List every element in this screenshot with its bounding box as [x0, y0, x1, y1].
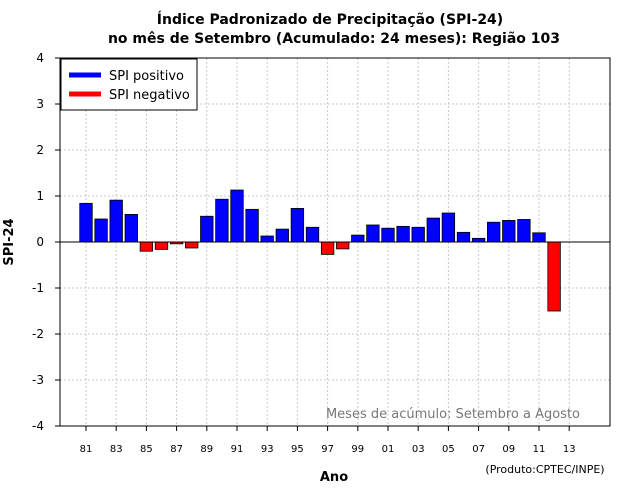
- bar-2009: [502, 219, 516, 243]
- bar-2007: [471, 237, 486, 243]
- x-tick-label: 01: [382, 444, 395, 455]
- x-axis-label: Ano: [320, 470, 348, 485]
- x-tick-label: 09: [502, 444, 515, 455]
- x-tick-label: 89: [200, 444, 213, 455]
- bar-1986: [154, 241, 169, 250]
- x-tick-label: 93: [261, 444, 274, 455]
- bar-1981: [79, 202, 93, 243]
- y-tick-label: 4: [36, 51, 44, 65]
- x-tick-label: 83: [110, 444, 123, 455]
- bar-2008: [487, 221, 501, 243]
- bar-1999: [351, 234, 365, 243]
- bar-2002: [396, 225, 410, 243]
- y-tick-label: 0: [36, 235, 44, 249]
- bar-1996: [305, 226, 320, 243]
- x-tick-label: 13: [563, 444, 576, 455]
- bar-2010: [517, 219, 531, 243]
- x-tick-label: 97: [321, 444, 334, 455]
- bar-1982: [94, 218, 108, 243]
- accumulation-note: Meses de acúmulo: Setembro a Agosto: [326, 407, 580, 422]
- x-tick-label: 07: [472, 444, 485, 455]
- bar-1983: [109, 199, 123, 243]
- bar-2012: [547, 241, 561, 312]
- y-axis-ticks: 4 3 2 1 0 -1 -2 -3 -4: [32, 51, 60, 433]
- x-axis-ticks: 81 83 85 87 89 91 93 95 97 99 01 03 05 07 09 11 13: [80, 426, 576, 455]
- y-axis-label: SPI-24: [2, 218, 17, 265]
- y-tick-label: -3: [32, 373, 44, 387]
- y-tick-label: 2: [36, 143, 44, 157]
- legend-box: [60, 58, 198, 111]
- bar-1994: [275, 228, 289, 243]
- legend: SPI positivo SPI negativo: [60, 58, 198, 111]
- y-tick-label: 1: [36, 189, 44, 203]
- x-tick-label: 99: [351, 444, 364, 455]
- legend-positive-label: SPI positivo: [109, 69, 184, 84]
- bar-2006: [456, 231, 471, 243]
- x-tick-label: 95: [291, 444, 304, 455]
- x-tick-label: 81: [80, 444, 93, 455]
- x-tick-label: 85: [140, 444, 153, 455]
- bar-1995: [290, 208, 305, 243]
- chart-title-line2: no mês de Setembro (Acumulado: 24 meses)…: [108, 31, 560, 47]
- bar-1985: [139, 241, 154, 252]
- bar-1988: [185, 241, 199, 249]
- bar-1991: [230, 189, 244, 243]
- bar-1993: [260, 235, 274, 243]
- bar-2004: [426, 217, 440, 243]
- bar-1989: [200, 215, 214, 243]
- x-tick-label: 91: [231, 444, 244, 455]
- bar-2001: [381, 227, 395, 243]
- bar-1998: [336, 241, 350, 250]
- bar-1992: [245, 208, 259, 243]
- product-credit: (Produto:CPTEC/INPE): [485, 463, 604, 476]
- bar-2000: [366, 224, 380, 243]
- x-tick-label: 05: [442, 444, 455, 455]
- x-tick-label: 03: [412, 444, 425, 455]
- bars: [79, 189, 561, 312]
- x-tick-label: 87: [170, 444, 183, 455]
- bar-1997: [320, 241, 335, 255]
- x-tick-label: 11: [533, 444, 546, 455]
- y-tick-label: -4: [32, 419, 44, 433]
- bar-1990: [215, 198, 229, 243]
- bar-2003: [411, 226, 425, 243]
- y-tick-label: -2: [32, 327, 44, 341]
- legend-negative-label: SPI negativo: [109, 88, 190, 103]
- bar-1984: [124, 213, 138, 243]
- bar-2011: [532, 232, 546, 243]
- y-tick-label: -1: [32, 281, 44, 295]
- chart-title-line1: Índice Padronizado de Precipitação (SPI-…: [157, 11, 503, 28]
- y-tick-label: 3: [36, 97, 44, 111]
- bar-2005: [441, 212, 456, 243]
